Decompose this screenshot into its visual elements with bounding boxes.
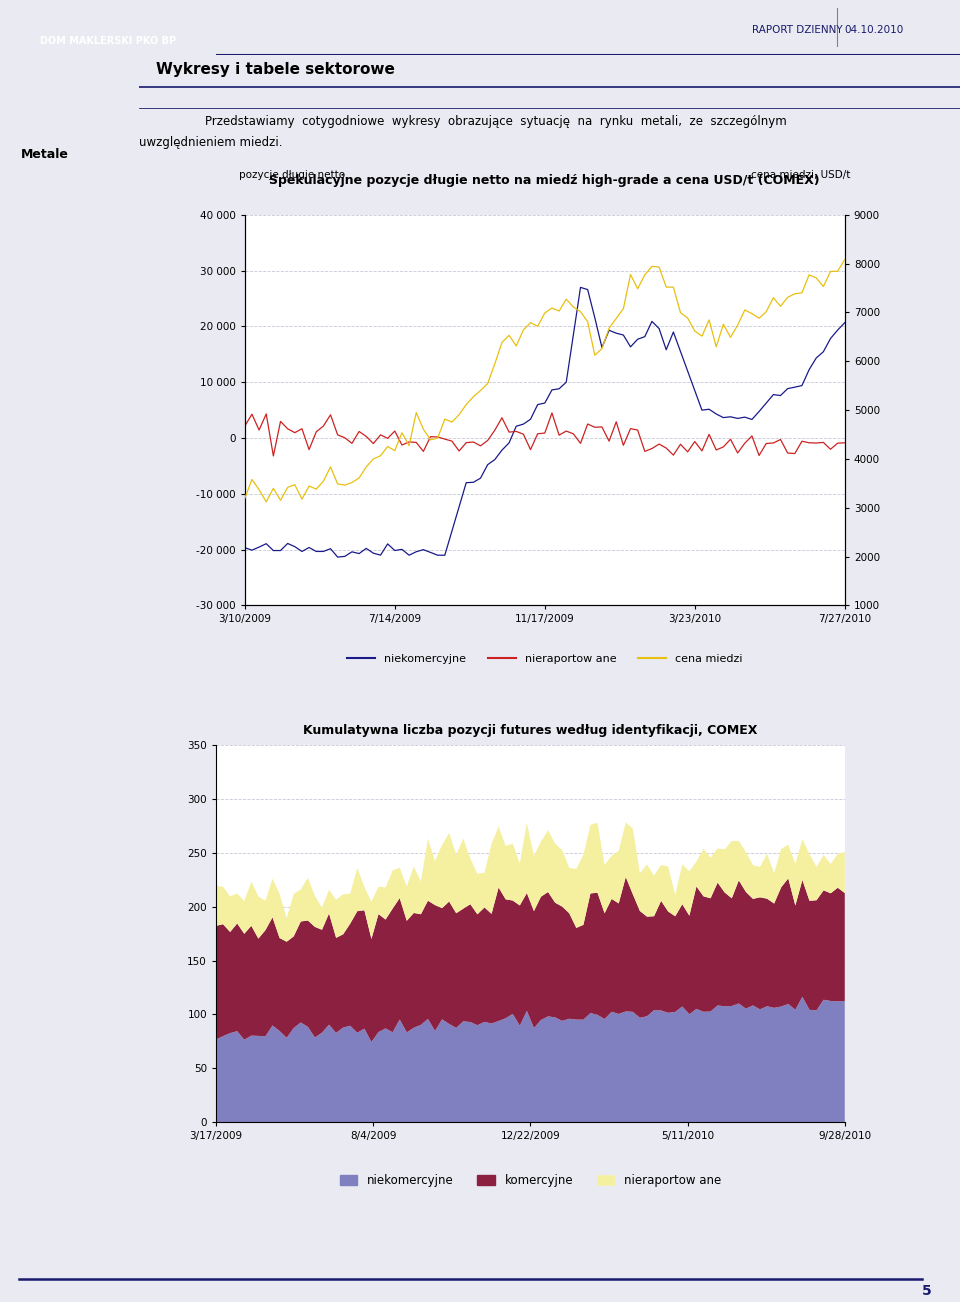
- Text: RAPORT DZIENNY: RAPORT DZIENNY: [752, 25, 842, 35]
- Text: Wykresy i tabele sektorowe: Wykresy i tabele sektorowe: [156, 62, 395, 77]
- Legend: niekomercyjne, komercyjne, nieraportow ane: niekomercyjne, komercyjne, nieraportow a…: [335, 1169, 726, 1191]
- Text: 5: 5: [922, 1284, 931, 1298]
- Legend: niekomercyjne, nieraportow ane, cena miedzi: niekomercyjne, nieraportow ane, cena mie…: [343, 650, 747, 668]
- Title: Kumulatywna liczba pozycji futures według identyfikacji, COMEX: Kumulatywna liczba pozycji futures wedłu…: [303, 724, 757, 737]
- Text: cena miedzi, USD/t: cena miedzi, USD/t: [752, 169, 851, 180]
- Title: Spekulacyjne pozycje długie netto na miedź high-grade a cena USD/t (COMEX): Spekulacyjne pozycje długie netto na mie…: [270, 174, 820, 187]
- Text: pozycje długie netto: pozycje długie netto: [239, 169, 345, 180]
- Text: DOM MAKLERSKI PKO BP: DOM MAKLERSKI PKO BP: [40, 36, 176, 46]
- Text: 04.10.2010: 04.10.2010: [845, 25, 904, 35]
- Text: Metale: Metale: [21, 148, 69, 161]
- Text: uwzględnieniem miedzi.: uwzględnieniem miedzi.: [139, 135, 282, 148]
- Text: Przedstawiamy  cotygodniowe  wykresy  obrazujące  sytuację  na  rynku  metali,  : Przedstawiamy cotygodniowe wykresy obraz…: [204, 115, 786, 128]
